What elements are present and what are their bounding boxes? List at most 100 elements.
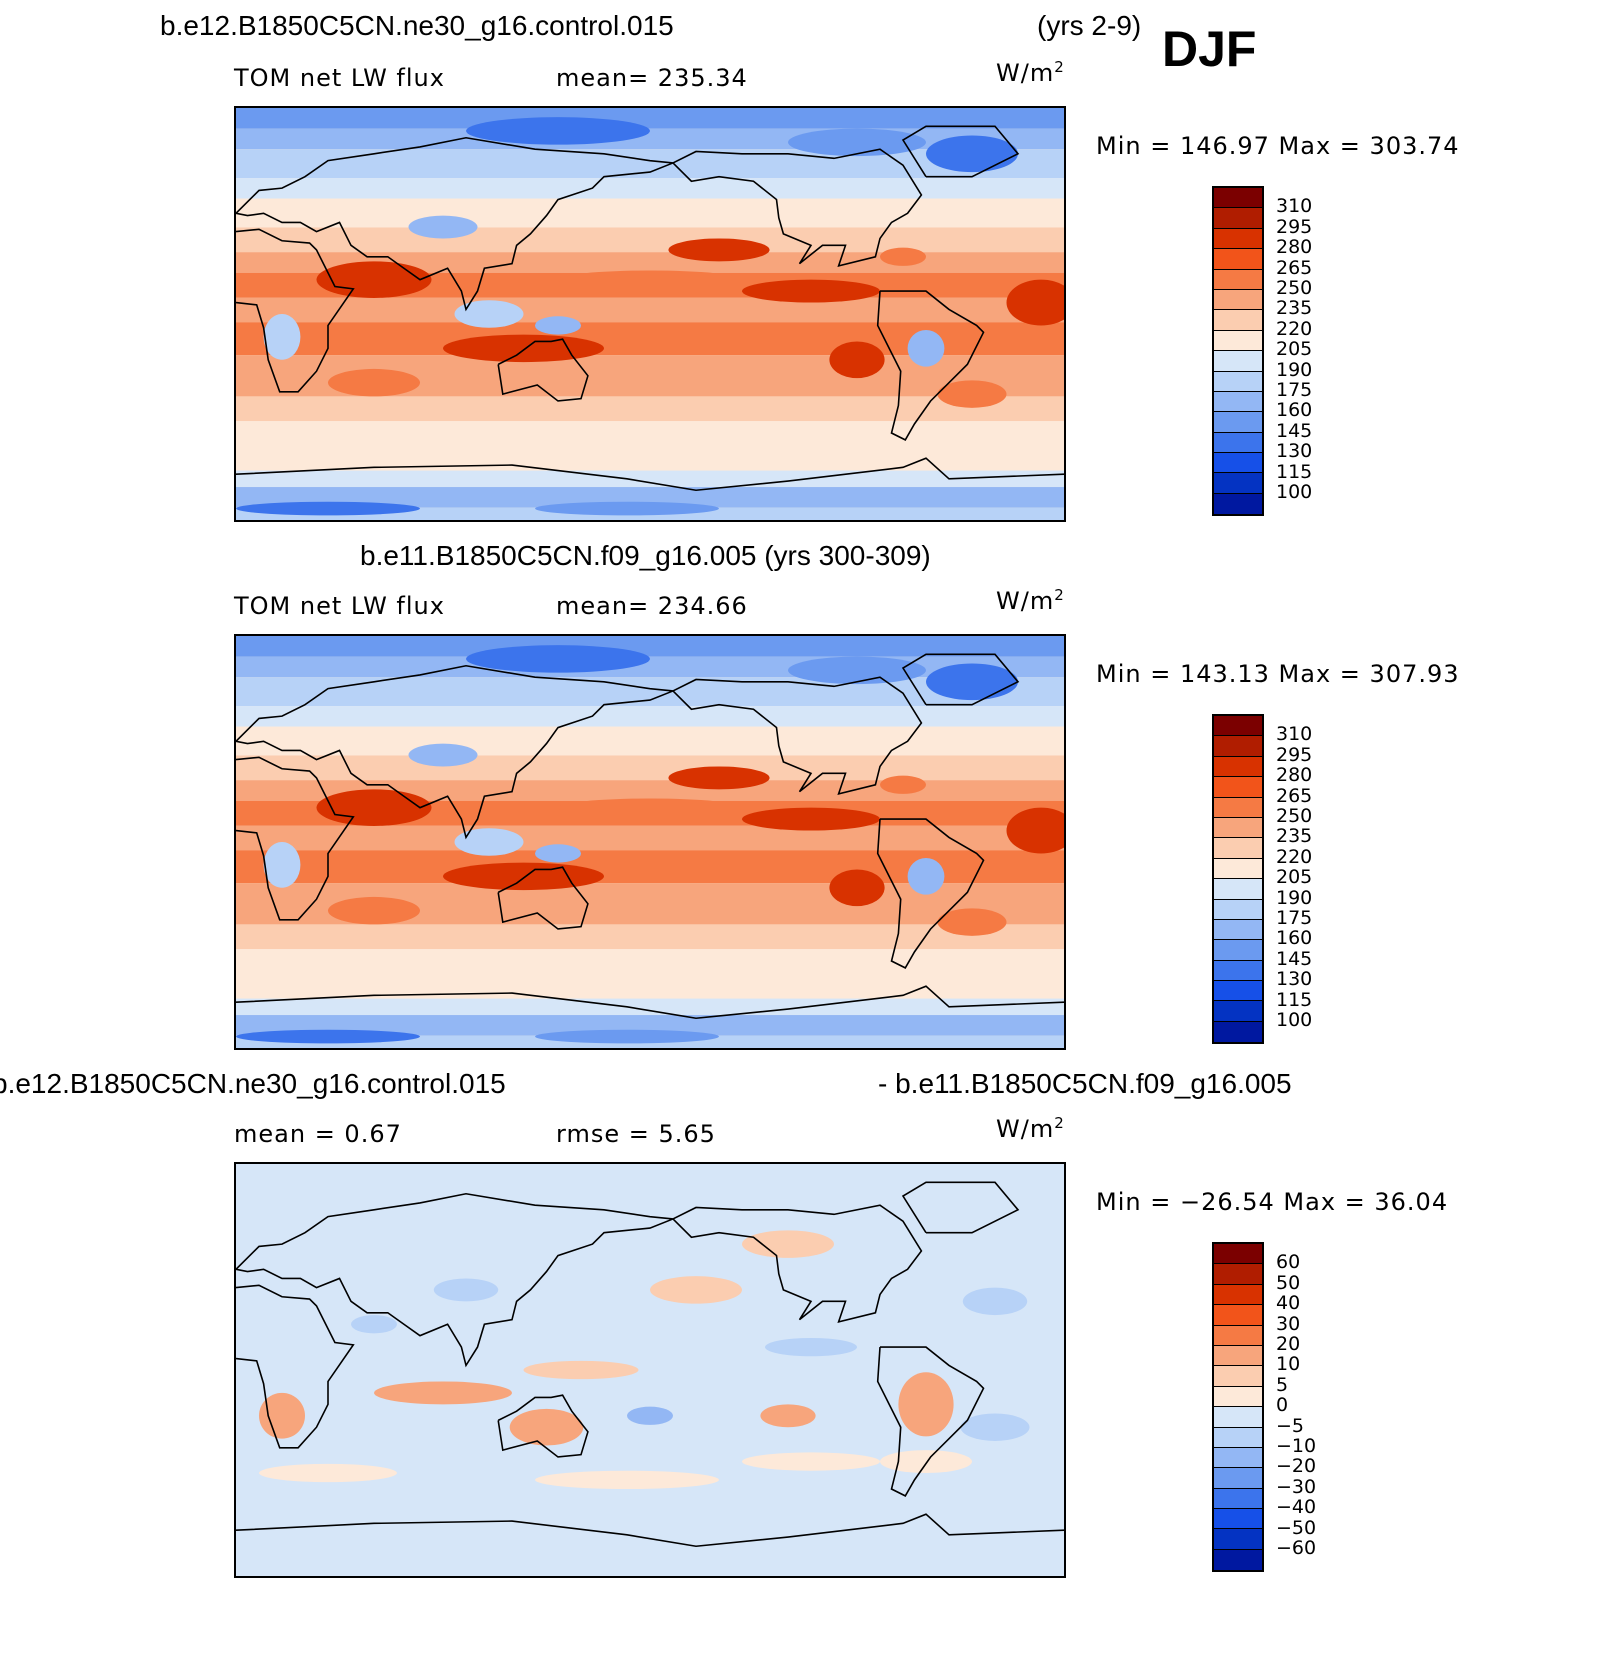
panel3-units: W/m2 — [996, 1114, 1065, 1143]
colorbar-tick-label: −30 — [1276, 1475, 1317, 1498]
coastline — [236, 1513, 1064, 1548]
coastline — [497, 866, 589, 930]
colorbar-tick-label: −20 — [1276, 1455, 1317, 1478]
field-feature — [788, 128, 926, 157]
coastline — [497, 1394, 589, 1458]
colorbar-swatch — [1214, 716, 1262, 737]
field-feature — [962, 1287, 1028, 1316]
coastline — [672, 676, 923, 796]
field-feature — [907, 858, 945, 895]
field-feature — [351, 1315, 397, 1334]
field-feature — [316, 789, 432, 826]
panel3-mean: mean = 0.67 — [234, 1120, 402, 1148]
panel2-variable: TOM net LW flux — [234, 592, 445, 620]
colorbar-tick-label: 100 — [1276, 481, 1313, 503]
panel3-colorbar — [1212, 1242, 1264, 1573]
field-feature — [926, 135, 1018, 173]
field-feature — [742, 807, 880, 831]
field-feature — [760, 1404, 816, 1428]
colorbar-tick-label: 130 — [1276, 968, 1313, 991]
colorbar-swatch — [1214, 269, 1262, 290]
field-band — [236, 421, 1064, 471]
season-label: DJF — [1162, 21, 1257, 77]
panel3-minmax: Min = −26.54 Max = 36.04 — [1096, 1188, 1449, 1216]
colorbar-swatch — [1214, 208, 1262, 229]
colorbar-tick-label: 100 — [1276, 1009, 1313, 1031]
panel1-units: W/m2 — [996, 58, 1065, 87]
field-feature — [328, 896, 420, 925]
field-feature — [454, 300, 524, 328]
field-feature — [829, 869, 885, 907]
coastline — [672, 1204, 923, 1324]
coastline — [876, 818, 985, 969]
colorbar-tick-label: 50 — [1276, 1271, 1301, 1294]
colorbar-swatch — [1214, 1447, 1262, 1469]
colorbar-swatch — [1214, 1325, 1262, 1346]
colorbar-tick-label: 310 — [1276, 723, 1313, 746]
field-feature — [443, 334, 604, 363]
field-feature — [408, 743, 478, 767]
panel2-colorbar — [1212, 714, 1264, 1045]
map-field — [236, 108, 1064, 520]
colorbar-tick-label: 280 — [1276, 236, 1313, 259]
colorbar-tick-label: 265 — [1276, 256, 1313, 279]
field-band — [236, 780, 1064, 801]
colorbar-tick-label: 190 — [1276, 358, 1313, 381]
field-feature — [650, 1276, 742, 1304]
coastline — [236, 457, 1064, 492]
colorbar-swatch — [1214, 1284, 1262, 1306]
colorbar-swatch — [1214, 1509, 1262, 1530]
coastline — [236, 136, 674, 312]
colorbar-tick-label: 280 — [1276, 764, 1313, 787]
field-feature — [433, 1278, 499, 1302]
field-band — [236, 825, 1064, 851]
colorbar-swatch — [1214, 919, 1262, 941]
diff-left-title: b.e12.B1850C5CN.ne30_g16.control.015 — [0, 1068, 506, 1099]
case2-title: b.e11.B1850C5CN.f09_g16.005 (yrs 300-309… — [360, 540, 931, 571]
field-feature — [535, 501, 719, 516]
coastline — [236, 985, 1064, 1020]
map-field — [236, 636, 1064, 1048]
colorbar-swatch — [1214, 371, 1262, 392]
colorbar-swatch — [1214, 756, 1262, 778]
colorbar-swatch — [1214, 412, 1262, 433]
field-feature — [960, 1413, 1030, 1441]
field-feature — [765, 1337, 857, 1357]
field-feature — [259, 1392, 305, 1439]
panel1-map — [234, 106, 1066, 522]
colorbar-swatch — [1214, 1549, 1262, 1571]
colorbar-swatch — [1214, 1468, 1262, 1489]
colorbar-swatch — [1214, 1488, 1262, 1510]
colorbar-tick-label: 5 — [1276, 1373, 1289, 1396]
coastline — [672, 148, 923, 268]
field-band — [236, 297, 1064, 323]
colorbar-swatch — [1214, 858, 1262, 880]
field-feature — [236, 1029, 420, 1044]
coastline — [497, 338, 589, 402]
case1-title: b.e12.B1850C5CN.ne30_g16.control.015 — [160, 10, 674, 41]
colorbar-swatch — [1214, 1305, 1262, 1326]
colorbar-tick-label: −40 — [1276, 1496, 1317, 1519]
panel1-minmax: Min = 146.97 Max = 303.74 — [1096, 132, 1460, 160]
field-feature — [742, 1452, 880, 1471]
colorbar-tick-label: 130 — [1276, 440, 1313, 463]
colorbar-tick-label: 20 — [1276, 1333, 1301, 1355]
colorbar-swatch — [1214, 249, 1262, 270]
field-band — [236, 949, 1064, 999]
coastline — [901, 125, 1020, 178]
field-band — [236, 755, 1064, 781]
colorbar-tick-label: −10 — [1276, 1435, 1317, 1457]
field-band — [236, 108, 1064, 129]
colorbar-swatch — [1214, 960, 1262, 982]
field-feature — [263, 842, 301, 888]
field-band — [236, 227, 1064, 253]
field-feature — [788, 656, 926, 685]
colorbar-swatch — [1214, 228, 1262, 250]
colorbar-swatch — [1214, 432, 1262, 454]
field-feature — [668, 766, 770, 790]
field-feature — [880, 247, 926, 266]
coastline — [876, 290, 985, 441]
field-band — [236, 998, 1064, 1016]
field-feature — [328, 368, 420, 397]
field-feature — [263, 314, 301, 360]
